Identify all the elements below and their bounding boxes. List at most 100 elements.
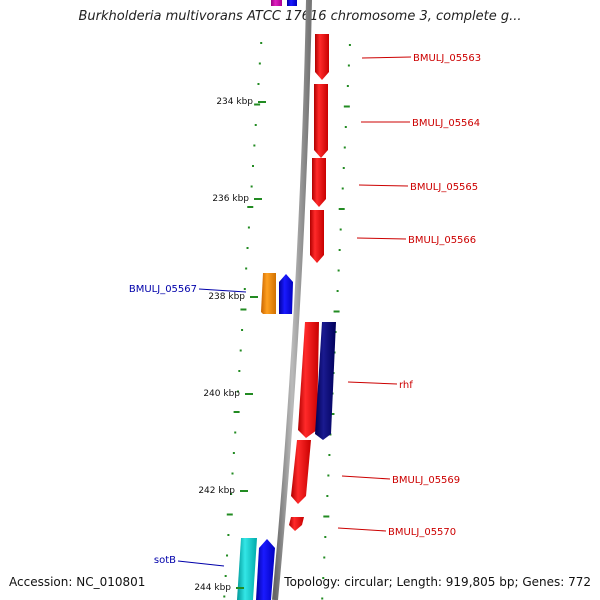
dash-mark (260, 42, 263, 44)
dash-mark (234, 431, 237, 434)
gene-rhf-navy[interactable] (315, 322, 336, 440)
scale-ticks: 234 kbp 236 kbp 238 kbp 240 kbp 242 kbp 244 k… (194, 97, 266, 593)
dash-mark (327, 474, 330, 477)
tick-label: 234 kbp (216, 97, 253, 107)
gene-label-BMULJ_05569[interactable]: BMULJ_05569 (392, 475, 460, 486)
gene-rhf-red[interactable] (298, 322, 319, 438)
gene-label-BMULJ_05563[interactable]: BMULJ_05563 (413, 53, 481, 64)
dash-mark (343, 146, 346, 149)
dash-mark (246, 247, 249, 249)
gene-BMULJ_05564[interactable] (314, 84, 328, 158)
gene-BMULJ_05566[interactable] (310, 210, 324, 263)
dash-mark (240, 308, 247, 311)
dash-mark (338, 208, 345, 210)
gene-BMULJ_05567[interactable] (279, 274, 293, 314)
dash-mark (241, 329, 244, 331)
gene-label-BMULJ_05570[interactable]: BMULJ_05570 (388, 527, 456, 538)
gene-feature-magenta-top (271, 0, 282, 6)
gene-label-sotB[interactable]: sotB (154, 555, 176, 566)
leader-line-BMULJ_05570 (337, 527, 387, 532)
dash-mark (227, 534, 230, 536)
dash-mark (321, 597, 324, 600)
gene-sotB[interactable] (256, 539, 275, 600)
leader-line-BMULJ_05566 (356, 237, 407, 240)
tick-mark (258, 101, 266, 103)
dash-mark (342, 167, 345, 169)
dash-mark (226, 554, 229, 557)
dash-mark (258, 62, 261, 65)
dash-mark (257, 83, 260, 85)
gene-label-BMULJ_05567[interactable]: BMULJ_05567 (129, 284, 197, 295)
dash-mark (343, 105, 350, 108)
dash-mark (326, 495, 329, 497)
dash-mark (346, 85, 349, 87)
gene-label-rhf[interactable]: rhf (399, 380, 413, 391)
leader-line-BMULJ_05563 (361, 56, 412, 59)
tick-label: 242 kbp (198, 486, 235, 496)
dash-mark (236, 390, 239, 393)
topology-label: Topology: circular; Length: 919,805 bp; … (284, 575, 591, 589)
gene-BMULJ_05565[interactable] (312, 158, 326, 207)
dash-mark (323, 556, 326, 559)
gene-BMULJ_05567-orange[interactable] (261, 273, 276, 314)
dash-mark (347, 64, 350, 67)
gene-label-BMULJ_05564[interactable]: BMULJ_05564 (412, 118, 480, 129)
gene-BMULJ_05569[interactable] (291, 440, 311, 504)
dash-mark (336, 290, 339, 292)
tick-label: 236 kbp (212, 194, 249, 204)
dash-mark (230, 493, 233, 495)
dash-mark (238, 370, 241, 372)
leader-line-BMULJ_05567 (198, 288, 247, 293)
dash-mark (253, 144, 256, 147)
gene-labels: BMULJ_05563 BMULJ_05564 BMULJ_05565 BMULJ_0… (129, 53, 481, 567)
dash-mark (243, 288, 246, 290)
dash-mark (323, 515, 330, 518)
leader-line-sotB (177, 560, 225, 567)
dash-mark (339, 228, 342, 231)
leader-line-BMULJ_05565 (358, 184, 409, 187)
tick-label: 240 kbp (203, 389, 240, 399)
dash-mark (252, 165, 254, 167)
tick-mark (254, 198, 262, 200)
tick-mark (250, 296, 258, 298)
dash-mark (324, 536, 327, 538)
dash-mark (247, 226, 250, 229)
gene-BMULJ_05563[interactable] (315, 34, 329, 80)
dash-mark (239, 349, 242, 352)
gene-label-BMULJ_05565[interactable]: BMULJ_05565 (410, 182, 478, 193)
map-title: Burkholderia multivorans ATCC 17616 chro… (78, 9, 522, 24)
dash-mark (245, 267, 248, 270)
dash-mark (247, 206, 254, 208)
dash-mark (231, 472, 234, 475)
dash-mark (338, 249, 341, 251)
dash-mark (341, 187, 344, 190)
gene-sotB-cyan[interactable] (237, 538, 257, 600)
gene-label-BMULJ_05566[interactable]: BMULJ_05566 (408, 235, 476, 246)
tick-mark (236, 587, 244, 589)
dash-mark (224, 575, 227, 577)
tick-mark (240, 490, 248, 492)
dash-mark (322, 577, 325, 579)
leader-line-BMULJ_05569 (341, 475, 391, 480)
tick-label: 244 kbp (194, 583, 231, 593)
genome-backbone (272, 0, 312, 600)
dash-mark (329, 433, 332, 436)
dash-mark (328, 454, 331, 456)
left-dash-track (223, 42, 263, 598)
gene-feature-blue-top (287, 0, 297, 6)
dash-mark (250, 185, 253, 188)
dash-mark (223, 595, 226, 598)
dash-mark (333, 310, 340, 313)
dash-mark (254, 103, 261, 106)
dash-mark (232, 452, 235, 454)
tick-mark (245, 393, 253, 395)
dash-mark (348, 44, 351, 46)
dash-mark (337, 269, 340, 272)
gene-BMULJ_05570[interactable] (289, 517, 304, 531)
accession-label: Accession: NC_010801 (9, 575, 146, 589)
dash-mark (226, 513, 233, 516)
leader-line-rhf (347, 381, 398, 385)
dash-mark (344, 126, 347, 128)
